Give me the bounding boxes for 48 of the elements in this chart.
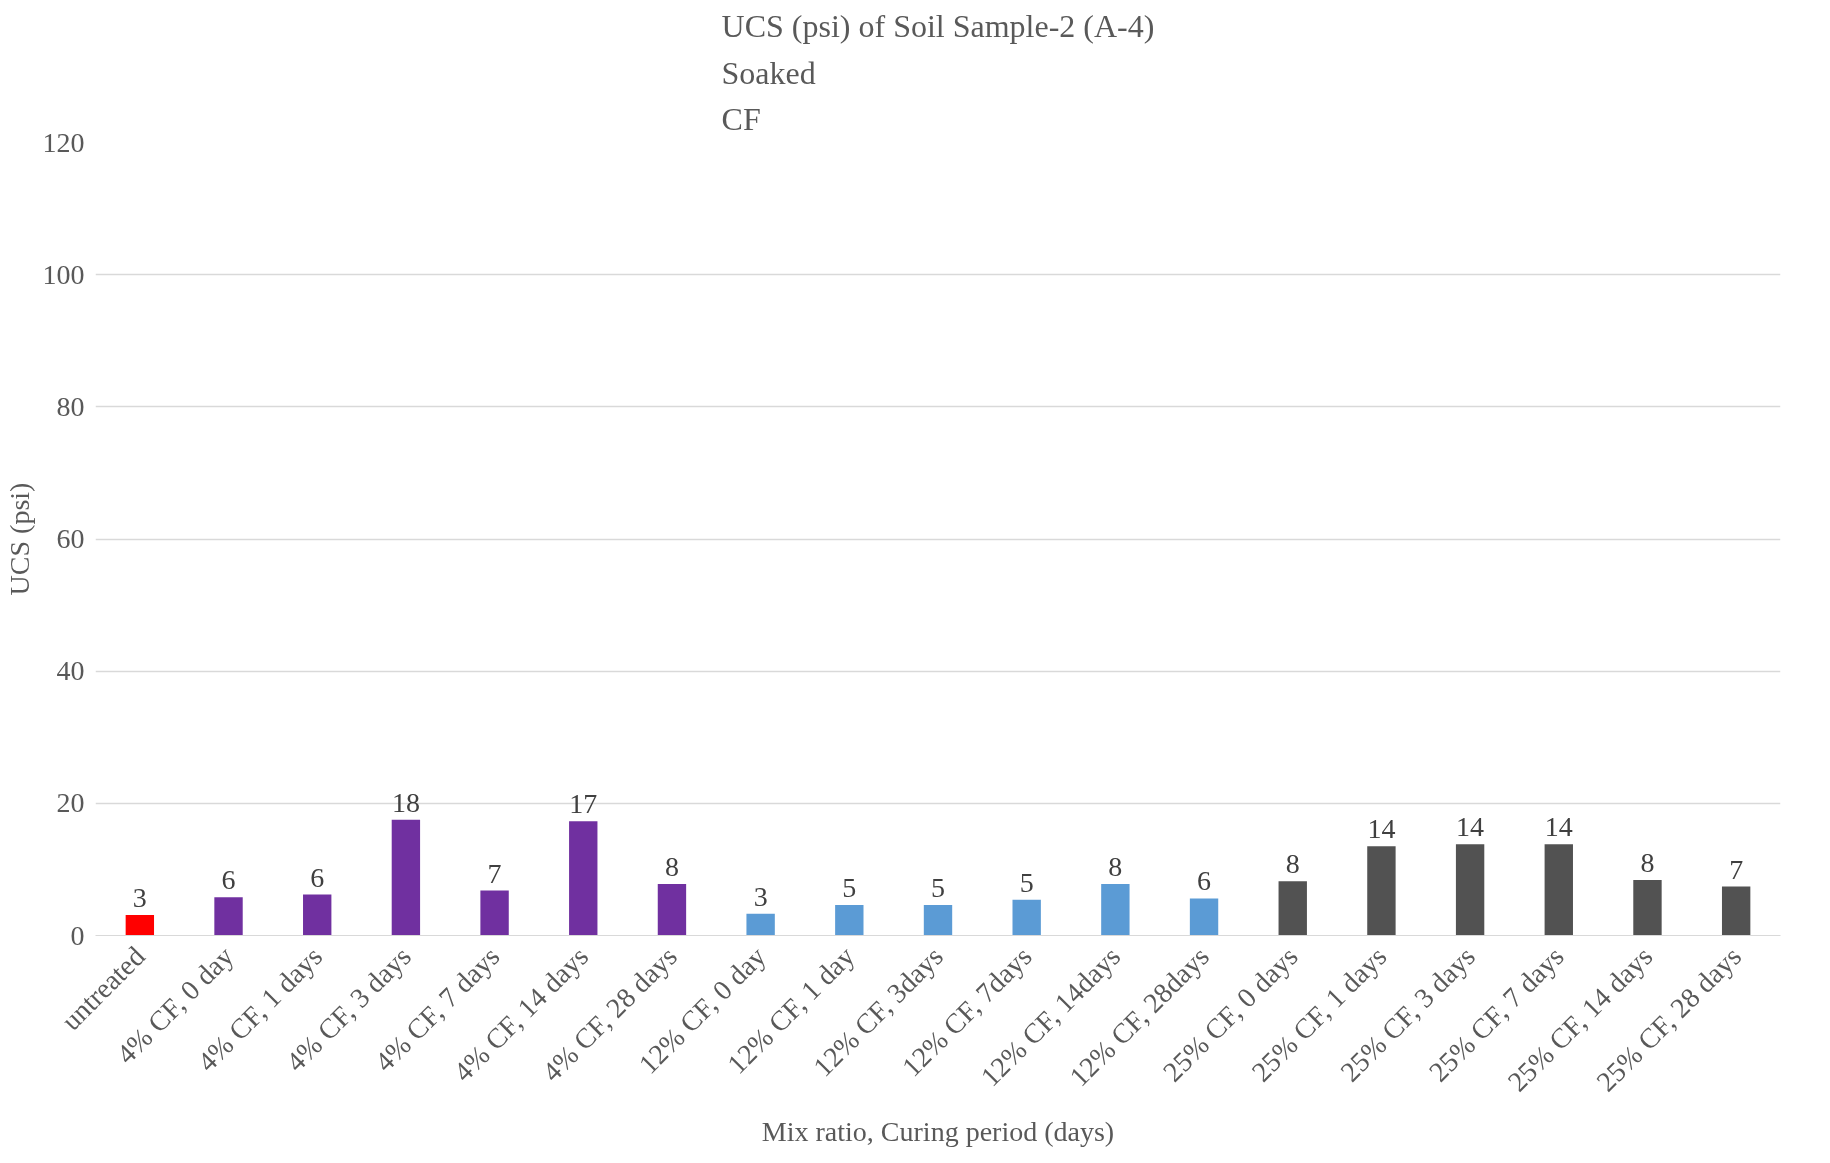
bar — [657, 883, 687, 936]
bar — [923, 905, 953, 936]
data-label: 8 — [664, 850, 679, 882]
data-label: 18 — [391, 786, 420, 818]
y-tick-label: 40 — [56, 655, 85, 687]
bar — [1101, 883, 1130, 936]
bar — [214, 897, 243, 936]
y-tick-label: 120 — [42, 126, 85, 158]
data-label: 5 — [1019, 866, 1034, 898]
bar — [480, 890, 509, 936]
data-label: 5 — [842, 872, 857, 904]
bar — [746, 913, 775, 936]
bar — [1544, 844, 1573, 936]
bar — [303, 894, 332, 936]
chart-title: UCS (psi) of Soil Sample-2 (A-4) Soaked CF — [721, 7, 1155, 138]
data-label: 14 — [1367, 813, 1396, 845]
x-axis-title: Mix ratio, Curing period (days) — [761, 1116, 1115, 1148]
data-label: 8 — [1108, 850, 1123, 882]
data-label: 14 — [1456, 811, 1485, 843]
data-label: 5 — [931, 872, 945, 904]
data-label: 3 — [753, 880, 768, 912]
data-label: 6 — [1197, 865, 1212, 897]
data-label: 14 — [1544, 811, 1573, 843]
y-tick-label: 20 — [56, 787, 85, 819]
bar — [1189, 898, 1219, 936]
bar — [1012, 899, 1041, 936]
data-label: 7 — [1729, 853, 1744, 885]
data-label: 6 — [310, 861, 325, 893]
bar — [391, 819, 421, 936]
bar — [1367, 846, 1396, 936]
bar — [1721, 886, 1751, 936]
bar — [1633, 879, 1662, 936]
bar — [1455, 844, 1485, 936]
y-tick-label: 80 — [56, 390, 85, 422]
y-tick-label: 0 — [70, 919, 85, 951]
bar — [125, 915, 155, 936]
data-label: 7 — [487, 857, 502, 889]
data-label: 3 — [132, 882, 147, 914]
data-label: 17 — [569, 788, 598, 820]
data-label: 8 — [1640, 846, 1655, 878]
y-tick-label: 100 — [42, 258, 85, 290]
data-label: 8 — [1285, 848, 1300, 880]
y-tick-label: 60 — [56, 523, 85, 554]
data-label: 6 — [221, 864, 236, 896]
bar — [1278, 881, 1307, 936]
bar — [835, 905, 864, 936]
y-axis-title: UCS (psi) — [3, 482, 35, 596]
bar — [569, 821, 598, 936]
